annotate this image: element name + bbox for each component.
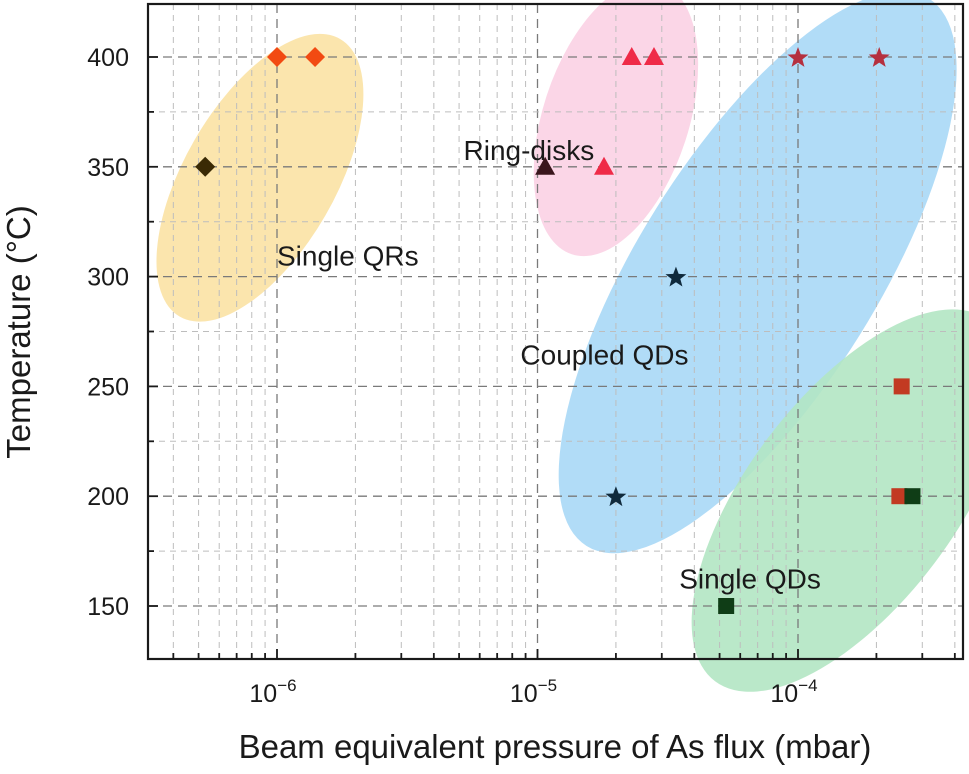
square-point <box>893 378 910 395</box>
x-tick-label: 10−5 <box>510 676 557 708</box>
diamond-point <box>305 47 326 67</box>
square-point <box>891 488 908 505</box>
diamond-point <box>195 156 216 177</box>
triangle-point <box>643 47 664 65</box>
y-tick-label: 350 <box>87 154 129 182</box>
region-ellipse-single-qrs <box>156 33 364 322</box>
grid-lines <box>148 4 963 659</box>
region-ellipses <box>156 0 969 692</box>
triangle-point <box>593 156 614 175</box>
x-axis-title: Beam equivalent pressure of As flux (mba… <box>239 728 872 765</box>
x-tick-label: 10−4 <box>770 676 817 708</box>
y-axis-title: Temperature (°C) <box>0 205 37 458</box>
star-point <box>868 47 890 67</box>
star-point <box>605 486 627 507</box>
region-ellipse-single-qds <box>691 309 969 692</box>
region-label: Single QRs <box>277 241 419 272</box>
y-tick-label: 150 <box>87 593 129 621</box>
diamond-point <box>267 47 287 67</box>
triangle-point <box>535 156 556 175</box>
y-tick-label: 200 <box>87 483 129 511</box>
y-tick-label: 250 <box>87 373 129 401</box>
triangle-point <box>621 47 642 65</box>
star-point <box>665 266 687 287</box>
region-labels: Single QRs Ring-disks Coupled QDs Single QD… <box>277 135 821 594</box>
y-tick-label: 400 <box>87 44 129 72</box>
square-point <box>718 598 735 614</box>
axis-ticks <box>148 56 956 659</box>
data-points <box>195 47 921 614</box>
tick-labels: 10−6 10−5 10−4 150 200 250 300 350 400 <box>87 44 817 708</box>
x-tick-label: 10−6 <box>249 676 296 708</box>
region-label: Coupled QDs <box>520 339 688 370</box>
y-tick-label: 300 <box>87 264 129 292</box>
region-label: Ring-disks <box>464 135 595 166</box>
star-point <box>787 47 809 67</box>
square-point <box>904 488 921 505</box>
region-label: Single QDs <box>679 563 821 594</box>
